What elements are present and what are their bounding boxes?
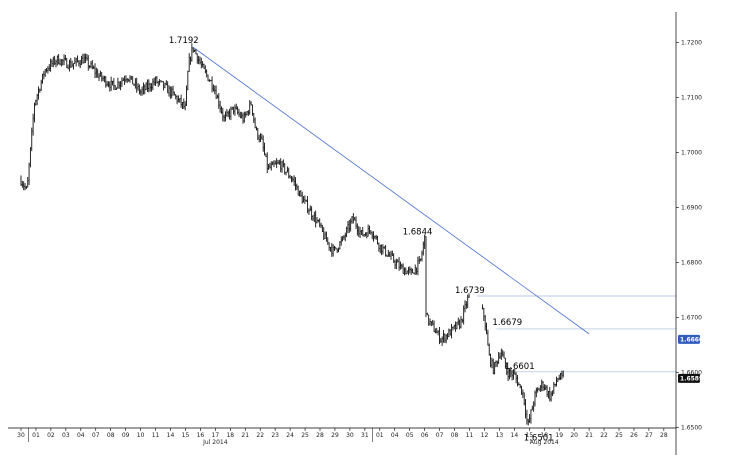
x-tick-label: 22: [256, 432, 264, 439]
month-label: Jul 2014: [202, 439, 228, 446]
x-tick-label: 23: [271, 432, 279, 439]
resistance-trendline: [192, 46, 590, 335]
current-price-label: 1.6589: [680, 376, 703, 383]
x-tick-label: 15: [525, 432, 533, 439]
x-tick-label: 01: [32, 432, 40, 439]
x-tick-label: 10: [137, 432, 145, 439]
annotation-label: 1.6501: [524, 434, 554, 444]
x-tick-label: 21: [585, 432, 593, 439]
annotation-label: 1.6739: [455, 286, 485, 296]
x-tick-label: 30: [346, 432, 354, 439]
x-tick-label: 31: [361, 432, 369, 439]
x-tick-label: 25: [615, 432, 623, 439]
x-tick-label: 18: [540, 432, 548, 439]
x-tick-label: 12: [481, 432, 489, 439]
x-tick-label: 26: [630, 432, 638, 439]
x-tick-label: 16: [197, 432, 205, 439]
price-bars: [20, 43, 564, 426]
annotation-label: 1.6679: [492, 318, 522, 328]
x-tick-label: 20: [570, 432, 578, 439]
x-tick-label: 24: [286, 432, 294, 439]
x-tick-label: 08: [451, 432, 459, 439]
current-price-badge: [678, 373, 700, 383]
x-tick-label: 22: [600, 432, 608, 439]
y-tick-label: 1.7100: [681, 95, 702, 102]
x-tick-label: 25: [301, 432, 309, 439]
x-tick-label: 29: [331, 432, 339, 439]
price-series: [20, 43, 564, 426]
x-tick-label: 30: [17, 432, 25, 439]
x-tick-label: 07: [92, 432, 100, 439]
x-tick-label: 02: [47, 432, 55, 439]
y-axis: 1.7200 1.7100 1.7000 1.6900 1.6800 1.6700 1.66…: [675, 12, 703, 455]
annotation-label: 1.6601: [505, 362, 535, 372]
y-tick-label: 1.6500: [681, 424, 702, 431]
x-tick-label: 13: [496, 432, 504, 439]
x-axis: 30 01 02 03 04 07 08 09 10 11 14 15 16 17 18 21 22 23 24 25…: [8, 427, 676, 446]
trend-price-label: 1.6660: [680, 337, 703, 344]
x-tick-label: 07: [436, 432, 444, 439]
x-tick-label: 17: [212, 432, 220, 439]
x-tick-label: 27: [645, 432, 653, 439]
annotations: 1.7192 1.6844 1.6739 1.6679 1.6601 1.6501: [169, 36, 554, 444]
x-tick-label: 28: [660, 432, 668, 439]
y-tick-label: 1.6700: [681, 314, 702, 321]
trend-price-badge: [678, 334, 700, 344]
month-label: Aug 2014: [530, 439, 559, 446]
x-tick-label: 28: [316, 432, 324, 439]
x-tick-label: 11: [152, 432, 160, 439]
x-tick-label: 01: [376, 432, 384, 439]
annotation-label: 1.6844: [403, 227, 433, 237]
x-tick-label: 18: [226, 432, 234, 439]
x-tick-label: 04: [391, 432, 399, 439]
x-tick-label: 04: [77, 432, 85, 439]
level-lines: [476, 295, 676, 373]
x-tick-label: 05: [406, 432, 414, 439]
x-tick-label: 14: [167, 432, 175, 439]
y-tick-label: 1.6900: [681, 205, 702, 212]
x-tick-label: 14: [511, 432, 519, 439]
x-tick-label: 06: [421, 432, 429, 439]
x-tick-label: 03: [62, 432, 70, 439]
x-tick-label: 09: [122, 432, 130, 439]
x-tick-label: 11: [466, 432, 474, 439]
y-tick-label: 1.6800: [681, 259, 702, 266]
x-tick-label: 21: [241, 432, 249, 439]
y-tick-label: 1.6600: [681, 369, 702, 376]
annotation-label: 1.7192: [169, 36, 199, 46]
x-tick-label: 19: [555, 432, 563, 439]
x-tick-label: 08: [107, 432, 115, 439]
trendline-layer: [192, 46, 590, 335]
x-tick-label: 15: [182, 432, 190, 439]
y-tick-label: 1.7200: [681, 40, 702, 47]
y-tick-label: 1.7000: [681, 150, 702, 157]
